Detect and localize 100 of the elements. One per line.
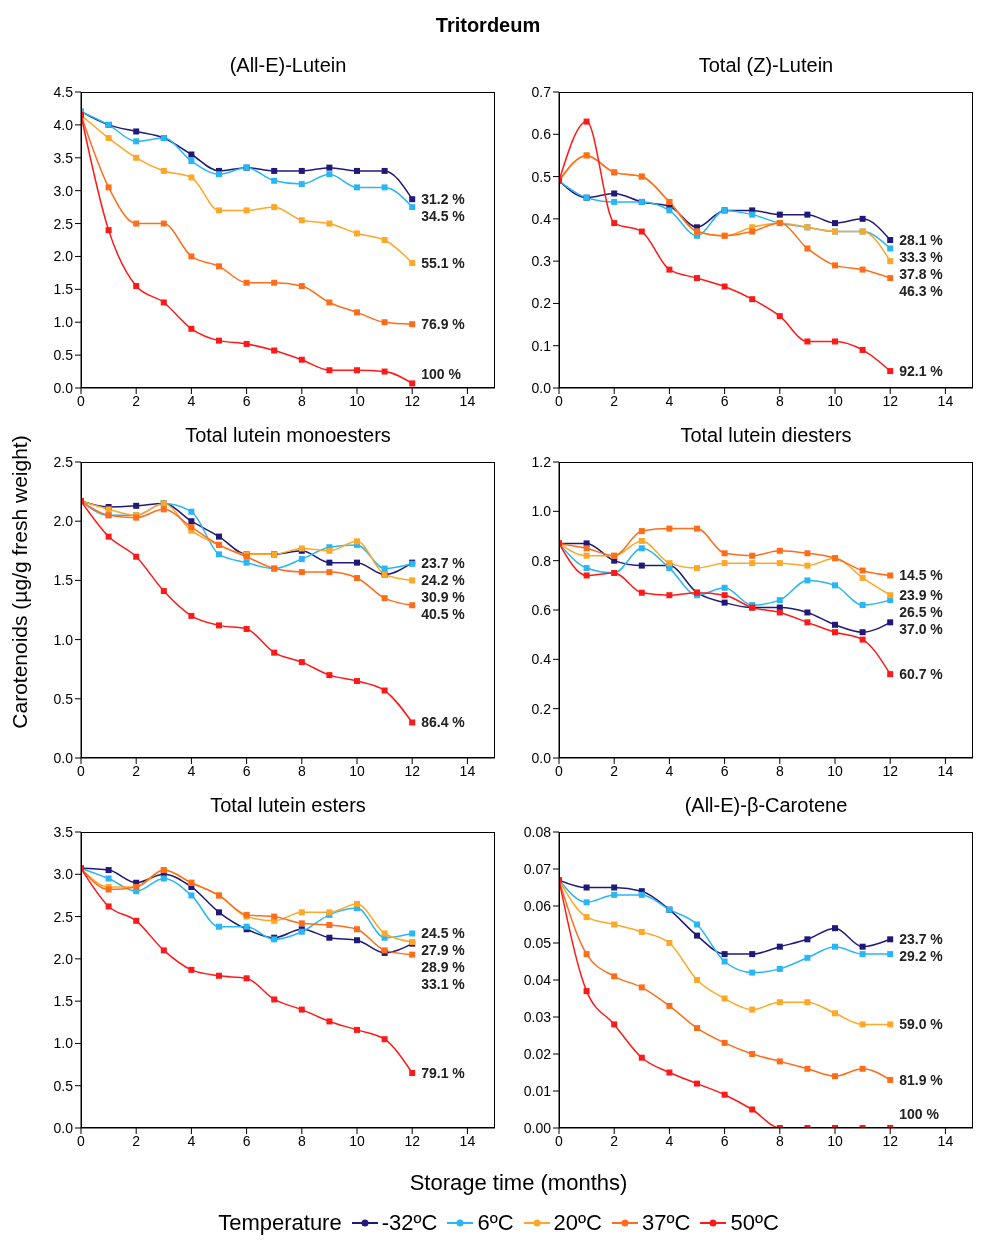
x-tick-label: 0 [77, 762, 86, 779]
x-tick-label: 2 [610, 392, 619, 409]
x-tick-label: 6 [720, 762, 729, 779]
annotation: 100 % [899, 1105, 939, 1123]
y-tick-label: 0.00 [523, 1119, 552, 1136]
x-tick-label: 12 [882, 762, 899, 779]
annotation: 24.2 % [421, 570, 465, 589]
x-tick-label: 2 [132, 392, 141, 409]
annotation: 37.8 % [899, 265, 943, 283]
legend-label: 37ºC [642, 1210, 691, 1236]
annotation: 60.7 % [899, 665, 943, 684]
annotation: 31.2 % [421, 190, 465, 209]
annotation: 26.5 % [899, 603, 943, 622]
annotation: 30.9 % [421, 587, 465, 606]
x-tick-label: 14 [937, 762, 954, 779]
x-tick-label: 10 [827, 392, 843, 409]
annotation: 92.1 % [899, 362, 943, 381]
y-tick-label: 0.5 [53, 690, 74, 707]
x-tick-label: 10 [349, 762, 365, 779]
y-tick-label: 2.0 [53, 950, 74, 967]
y-tick-label: 2.0 [53, 513, 74, 530]
y-tick-label: 2.5 [53, 215, 74, 232]
legend-label: -32ºC [381, 1210, 438, 1236]
x-tick-label: 12 [404, 392, 421, 409]
x-tick-label: 4 [187, 392, 196, 409]
x-tick-label: 2 [132, 762, 141, 779]
y-tick-label: 1.5 [53, 993, 74, 1010]
y-tick-label: 0.01 [523, 1082, 552, 1099]
y-tick-label: 0.0 [53, 379, 74, 396]
x-tick-label: 4 [665, 1132, 674, 1149]
x-tick-label: 2 [610, 1132, 619, 1149]
chart-title: Total (Z)-Lutein [697, 54, 835, 78]
y-tick-label: 0.5 [53, 1077, 74, 1094]
chart-title: Total lutein esters [209, 794, 367, 818]
x-tick-label: 14 [459, 1132, 476, 1149]
y-tick-label: 0.03 [523, 1008, 552, 1025]
x-tick-label: 10 [827, 1132, 843, 1149]
x-tick-label: 0 [77, 1132, 86, 1149]
x-tick-label: 6 [720, 392, 729, 409]
x-tick-label: 8 [775, 392, 784, 409]
legend-label: 20ºC [553, 1210, 602, 1236]
x-tick-label: 12 [404, 762, 421, 779]
y-tick-label: 0.7 [531, 83, 552, 100]
y-tick-label: 0.5 [531, 168, 552, 185]
y-tick-label: 0.2 [531, 700, 552, 717]
annotation: 81.9 % [899, 1070, 943, 1089]
x-tick-label: 12 [404, 1132, 421, 1149]
y-tick-label: 0.0 [53, 1119, 74, 1136]
y-axis-title: Carotenoids (µg/g fresh weight) [8, 435, 32, 729]
legend-label: 6ºC [477, 1210, 514, 1236]
y-tick-label: 1.5 [53, 572, 74, 589]
x-tick-label: 4 [665, 392, 674, 409]
y-tick-label: 3.0 [53, 866, 74, 883]
chart-title: Total lutein diesters [679, 424, 853, 448]
y-tick-label: 4.0 [53, 116, 74, 133]
chart-title: Total lutein monoesters [184, 424, 392, 448]
x-tick-label: 10 [827, 762, 843, 779]
x-tick-label: 8 [775, 762, 784, 779]
annotation: 23.9 % [899, 586, 943, 605]
annotation: 33.1 % [421, 975, 465, 994]
x-tick-label: 4 [187, 1132, 196, 1149]
annotation: 23.7 % [899, 930, 943, 949]
text: Tritordeum [434, 14, 542, 37]
y-tick-label: 0.5 [53, 347, 74, 364]
legend-title: Temperature [218, 1210, 342, 1236]
y-tick-label: 1.0 [53, 1035, 74, 1052]
y-tick-label: 0.6 [531, 601, 552, 618]
annotation: 55.1 % [421, 254, 465, 273]
annotation: 46.3 % [899, 282, 943, 300]
annotation: 34.5 % [421, 207, 465, 226]
annotation: 28.9 % [421, 958, 465, 977]
x-axis-title: Storage time (months) [408, 1170, 629, 1196]
annotation: 28.1 % [899, 231, 943, 249]
y-tick-label: 0.4 [531, 651, 552, 668]
x-tick-label: 6 [242, 762, 251, 779]
annotation: 24.5 % [421, 924, 465, 943]
y-tick-label: 2.5 [53, 453, 74, 470]
annotation: 59.0 % [899, 1015, 943, 1034]
y-tick-label: 0.0 [53, 749, 74, 766]
y-tick-label: 0.02 [523, 1045, 552, 1062]
x-tick-label: 2 [610, 762, 619, 779]
x-tick-label: 0 [555, 762, 564, 779]
y-tick-label: 0.4 [531, 210, 552, 227]
annotation: 100 % [421, 365, 461, 383]
y-tick-label: 1.0 [531, 503, 552, 520]
y-tick-label: 0.6 [531, 126, 552, 143]
x-tick-label: 10 [349, 392, 365, 409]
x-tick-label: 0 [555, 392, 564, 409]
annotation: 27.9 % [421, 941, 465, 960]
y-tick-label: 3.5 [53, 823, 74, 840]
annotation: 76.9 % [421, 315, 465, 334]
annotation: 37.0 % [899, 620, 943, 639]
y-tick-label: 0.8 [531, 552, 552, 569]
x-tick-label: 14 [459, 392, 476, 409]
annotation: 86.4 % [421, 713, 465, 732]
y-tick-label: 1.0 [53, 631, 74, 648]
y-tick-label: 0.0 [531, 749, 552, 766]
annotation: 23.7 % [421, 553, 465, 572]
y-tick-label: 0.1 [531, 337, 552, 354]
x-tick-label: 6 [720, 1132, 729, 1149]
